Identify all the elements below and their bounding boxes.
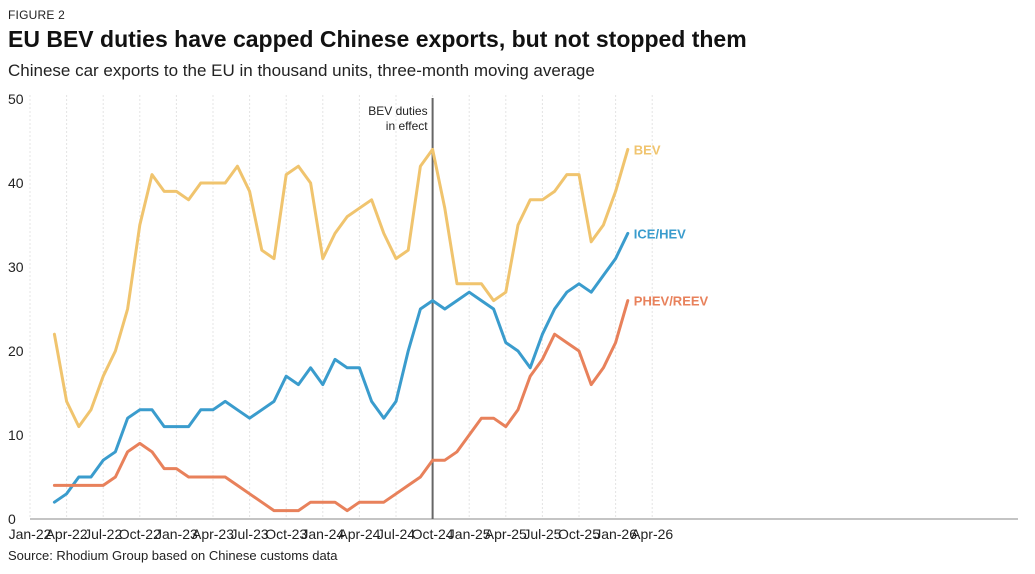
y-tick-label: 30	[8, 259, 24, 275]
x-tick-label: Apr-22	[46, 526, 88, 542]
series-lines	[52, 147, 630, 513]
series-line-phev-reev	[52, 299, 630, 513]
x-tick-label: Jan-25	[448, 526, 491, 542]
x-tick-label: Apr-25	[485, 526, 527, 542]
x-tick-label: Apr-24	[338, 526, 380, 542]
annotation-text-line2: in effect	[386, 119, 428, 133]
x-axis: Jan-22Apr-22Jul-22Oct-22Jan-23Apr-23Jul-…	[9, 95, 673, 542]
chart-title: EU BEV duties have capped Chinese export…	[8, 26, 747, 52]
series-line-bev	[52, 147, 630, 429]
annotation-text-line1: BEV duties	[368, 104, 427, 118]
x-tick-label: Apr-26	[631, 526, 673, 542]
x-tick-label: Oct-22	[119, 526, 161, 542]
y-axis: 0 10 20 30 40 50	[8, 91, 1018, 527]
x-tick-label: Oct-25	[558, 526, 600, 542]
x-tick-label: Jul-22	[84, 526, 122, 542]
x-tick-label: Apr-23	[192, 526, 234, 542]
x-tick-label: Jul-23	[231, 526, 269, 542]
x-tick-label: Jul-24	[377, 526, 415, 542]
series-line-ice-hev	[52, 231, 630, 504]
x-tick-label: Oct-23	[265, 526, 307, 542]
chart-subtitle: Chinese car exports to the EU in thousan…	[8, 61, 595, 80]
series-label-bev: BEV	[634, 142, 661, 157]
y-tick-label: 0	[8, 511, 16, 527]
y-tick-label: 10	[8, 427, 24, 443]
x-tick-label: Oct-24	[412, 526, 454, 542]
series-label-ice-hev: ICE/HEV	[634, 226, 686, 241]
y-tick-label: 20	[8, 343, 24, 359]
x-tick-label: Jan-22	[9, 526, 52, 542]
series-label-phev-reev: PHEV/REEV	[634, 294, 709, 309]
y-tick-label: 50	[8, 91, 24, 107]
x-tick-label: Jan-24	[301, 526, 344, 542]
figure-label: FIGURE 2	[8, 8, 65, 22]
source-note: Source: Rhodium Group based on Chinese c…	[8, 548, 338, 563]
x-tick-label: Jul-25	[523, 526, 561, 542]
series-labels: BEV ICE/HEV PHEV/REEV	[634, 142, 709, 308]
x-tick-label: Jan-23	[155, 526, 198, 542]
x-tick-label: Jan-26	[594, 526, 637, 542]
y-tick-label: 40	[8, 175, 24, 191]
